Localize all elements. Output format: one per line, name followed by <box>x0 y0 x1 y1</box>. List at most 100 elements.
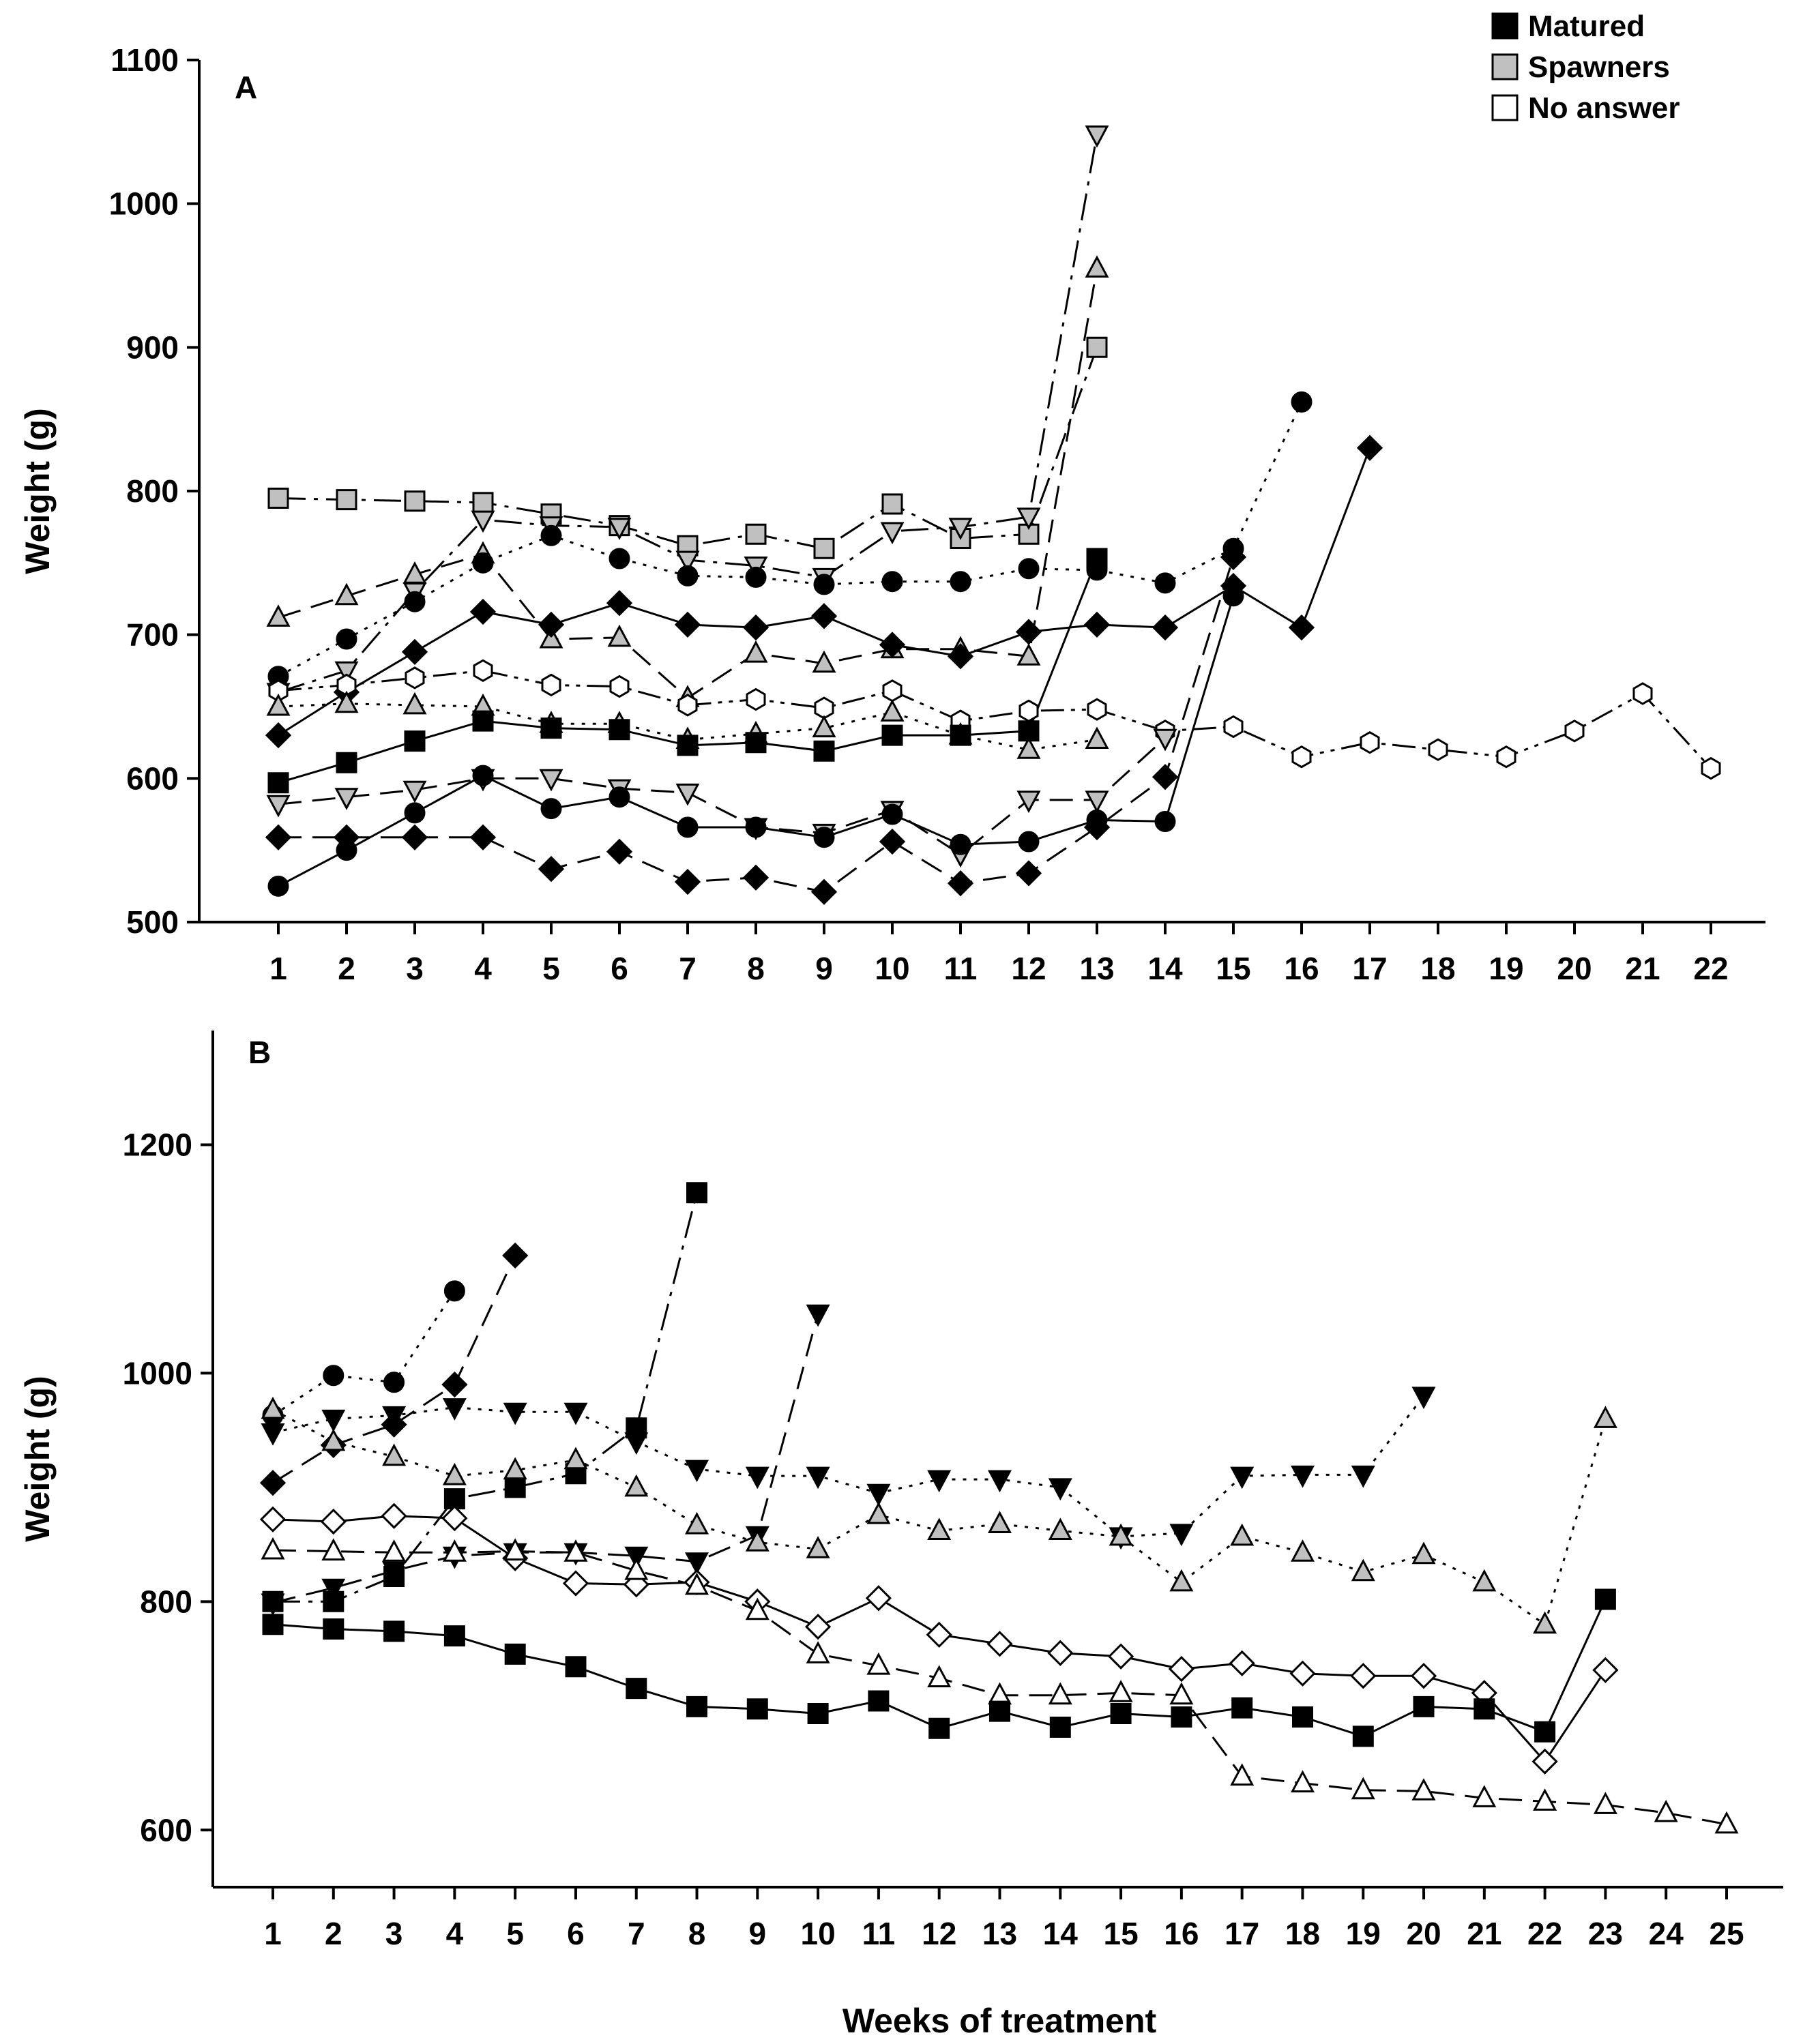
series-line-3 <box>278 401 1303 678</box>
data-point-s7-7 <box>624 1557 649 1580</box>
panel-letter: A <box>235 70 257 105</box>
data-point-s8-7 <box>675 783 700 806</box>
data-point-s3-3 <box>404 591 426 612</box>
data-point-s2-6 <box>607 624 632 647</box>
data-point-s6-11 <box>865 1585 892 1612</box>
data-point-s4-17 <box>1230 1466 1255 1490</box>
y-tick-label: 600 <box>140 1812 192 1848</box>
x-tick-label: 13 <box>1079 951 1114 986</box>
data-point-s7-1 <box>267 772 289 794</box>
data-point-s9-1 <box>267 875 289 897</box>
x-tick-label: 14 <box>1147 951 1183 986</box>
series-line-8 <box>278 737 1167 856</box>
data-point-s5-10 <box>882 679 903 702</box>
y-tick-label: 1200 <box>123 1127 192 1162</box>
x-tick-label: 10 <box>801 1916 836 1951</box>
x-tick-label: 4 <box>446 1916 464 1951</box>
panel-letter: B <box>248 1035 271 1070</box>
data-point-s10-11 <box>947 870 974 897</box>
data-point-s4-7 <box>674 611 701 638</box>
data-point-s3-2 <box>321 1578 346 1601</box>
data-point-s0-9 <box>813 537 835 559</box>
data-point-s3-9 <box>813 574 835 595</box>
data-point-s5-21 <box>1472 1569 1497 1592</box>
data-point-s3-2 <box>336 628 357 650</box>
data-point-s6-12 <box>926 1621 952 1648</box>
x-tick-label: 5 <box>542 951 560 986</box>
data-point-s7-15 <box>1109 1680 1133 1702</box>
data-point-s5-16 <box>1169 1569 1194 1592</box>
data-point-s7-9 <box>745 1597 769 1620</box>
series-line-4 <box>272 1395 1425 1538</box>
data-point-s3-6 <box>609 548 630 569</box>
data-point-s5-23 <box>1593 1406 1617 1428</box>
x-tick-label: 3 <box>406 951 424 986</box>
data-point-s10-1 <box>265 824 292 850</box>
data-point-s7-11 <box>950 724 971 746</box>
data-point-s6-6 <box>562 1570 589 1597</box>
data-point-s5-5 <box>541 673 561 697</box>
data-point-s8-4 <box>443 1625 465 1647</box>
data-point-s4-3 <box>382 1406 407 1429</box>
data-point-s8-11 <box>868 1690 890 1712</box>
data-point-s1-6 <box>607 518 632 540</box>
data-point-s8-13 <box>989 1700 1010 1722</box>
data-point-s8-17 <box>1231 1697 1253 1719</box>
data-point-s5-13 <box>1087 698 1107 721</box>
data-point-s7-13 <box>1086 548 1108 569</box>
data-point-s7-3 <box>382 1539 407 1562</box>
x-tick-label: 20 <box>1557 951 1592 986</box>
data-point-s1-5 <box>502 1242 529 1269</box>
data-point-s7-6 <box>609 719 630 741</box>
data-point-s10-13 <box>1083 814 1111 841</box>
data-point-s8-18 <box>1292 1706 1313 1728</box>
data-point-s9-7 <box>677 816 699 838</box>
x-tick-label: 16 <box>1284 951 1319 986</box>
data-point-s6-13 <box>986 1631 1013 1657</box>
data-point-s4-1 <box>265 722 292 749</box>
data-point-s0-1 <box>267 488 289 509</box>
data-point-s8-8 <box>686 1695 707 1717</box>
data-point-s8-2 <box>334 788 359 810</box>
data-point-s4-16 <box>1169 1524 1194 1547</box>
data-point-s7-12 <box>927 1665 952 1687</box>
data-point-s8-20 <box>1413 1695 1435 1717</box>
data-point-s4-9 <box>810 603 838 630</box>
data-point-s6-3 <box>402 692 427 715</box>
data-point-s7-4 <box>442 1539 467 1562</box>
data-point-s6-14 <box>1047 1640 1074 1666</box>
y-tick-label: 800 <box>140 1584 192 1619</box>
data-point-s8-6 <box>565 1656 587 1678</box>
data-point-s7-18 <box>1290 1770 1315 1793</box>
data-point-s7-8 <box>684 1572 709 1595</box>
data-point-s5-13 <box>987 1511 1012 1533</box>
data-point-s8-5 <box>539 769 563 792</box>
data-point-s5-9 <box>745 1529 769 1552</box>
data-point-s9-15 <box>1222 585 1244 607</box>
data-point-s5-16 <box>1291 745 1312 769</box>
data-point-s5-4 <box>442 1462 467 1485</box>
data-point-s2-13 <box>1085 255 1109 278</box>
data-point-s8-3 <box>383 1620 405 1642</box>
x-tick-label: 18 <box>1420 951 1455 986</box>
data-point-s4-16 <box>1288 614 1315 641</box>
x-tick-label: 10 <box>875 951 909 986</box>
data-point-s0-4 <box>443 1280 465 1302</box>
data-point-s3-8 <box>745 566 767 588</box>
x-tick-label: 19 <box>1489 951 1523 986</box>
data-point-s7-23 <box>1593 1792 1617 1814</box>
data-point-s5-1 <box>261 1396 285 1419</box>
data-point-s10-10 <box>879 828 906 855</box>
x-tick-label: 15 <box>1103 1916 1138 1951</box>
data-point-s5-10 <box>806 1536 830 1558</box>
data-point-s4-3 <box>401 638 428 666</box>
data-point-s7-17 <box>1230 1763 1255 1786</box>
data-point-s9-3 <box>404 802 426 824</box>
data-point-s4-8 <box>684 1460 709 1483</box>
y-tick-label: 1100 <box>111 42 179 78</box>
y-tick-label: 500 <box>126 904 179 940</box>
data-point-s10-5 <box>538 855 565 883</box>
data-point-s8-12 <box>1016 790 1041 814</box>
